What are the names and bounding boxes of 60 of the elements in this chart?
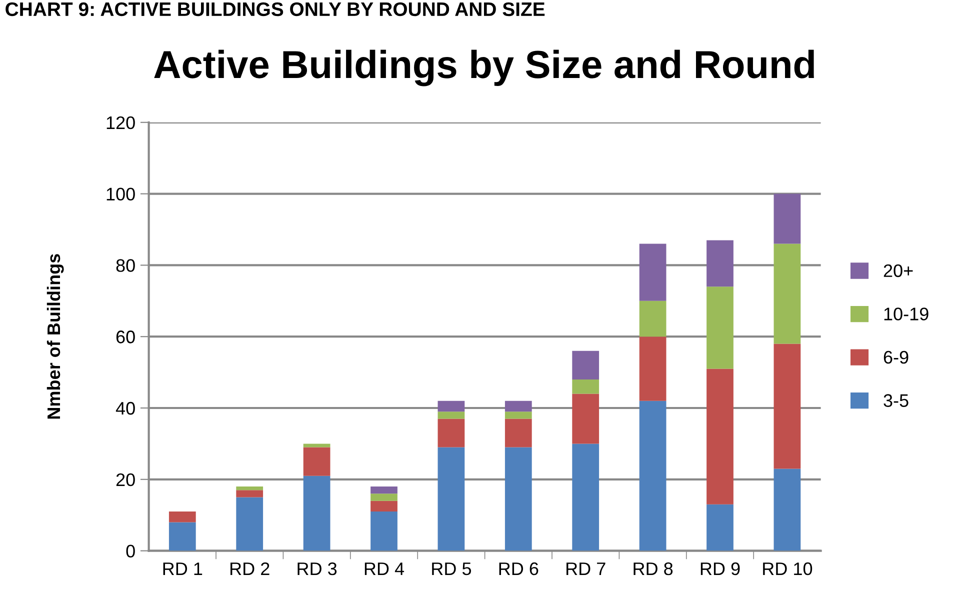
chart-title: Active Buildings by Size and Round [154, 50, 814, 86]
x-tick-label: RD 7 [566, 562, 606, 575]
bar [438, 418, 465, 448]
bar [572, 394, 600, 444]
bar [438, 400, 465, 412]
bar [438, 412, 465, 419]
y-tick-label: 20 [116, 473, 135, 486]
bar [706, 286, 734, 369]
bar [572, 350, 600, 380]
bar [236, 486, 264, 490]
bar [706, 368, 734, 504]
legend-label: 6-9 [884, 350, 908, 364]
bar [168, 512, 196, 522]
bar [236, 490, 264, 498]
y-tick-label: 0 [126, 544, 135, 558]
bar [504, 412, 532, 419]
bar [504, 447, 532, 551]
bar [706, 240, 734, 287]
y-tick-label: 60 [116, 330, 135, 344]
x-tick-label: RD 5 [432, 562, 472, 576]
legend-label: 10-19 [884, 308, 928, 320]
bar [639, 400, 666, 551]
bar [303, 447, 330, 476]
bar [706, 504, 734, 551]
bar [303, 476, 330, 551]
bar [774, 244, 801, 344]
bar [639, 336, 666, 401]
y-tick-label: 120 [106, 116, 135, 130]
x-tick-label: RD 9 [700, 562, 740, 576]
bar [572, 444, 600, 551]
x-tick-label: RD 6 [499, 562, 538, 576]
y-tick-label: 100 [106, 188, 135, 201]
bar [370, 500, 398, 512]
bar [370, 512, 398, 551]
bar [639, 300, 666, 337]
x-tick-label: RD 1 [163, 562, 202, 575]
bar [236, 497, 264, 551]
x-tick-label: RD 3 [298, 562, 337, 576]
x-tick-label: RD 10 [763, 562, 812, 576]
bar [774, 344, 801, 469]
bar [639, 244, 666, 301]
x-tick-label: RD 4 [364, 562, 404, 575]
legend-label: 20+ [884, 264, 913, 278]
y-tick-label: 40 [116, 402, 135, 415]
y-tick-label: 80 [116, 259, 135, 272]
bar [774, 468, 801, 551]
bar [303, 444, 330, 448]
bar [168, 522, 196, 551]
bar [774, 194, 801, 244]
y-axis-title: Nmber of Buildings [46, 254, 64, 419]
legend-label: 3-5 [884, 394, 908, 407]
x-tick-label: RD 2 [230, 562, 270, 575]
bar [504, 418, 532, 448]
bar [438, 447, 465, 551]
bar [370, 486, 398, 494]
caption: CHART 9: ACTIVE BUILDINGS ONLY BY ROUND AND SIZE [6, 2, 545, 16]
x-tick-label: RD 8 [634, 562, 673, 576]
bar [572, 379, 600, 394]
bar [370, 494, 398, 501]
bar [504, 400, 532, 412]
